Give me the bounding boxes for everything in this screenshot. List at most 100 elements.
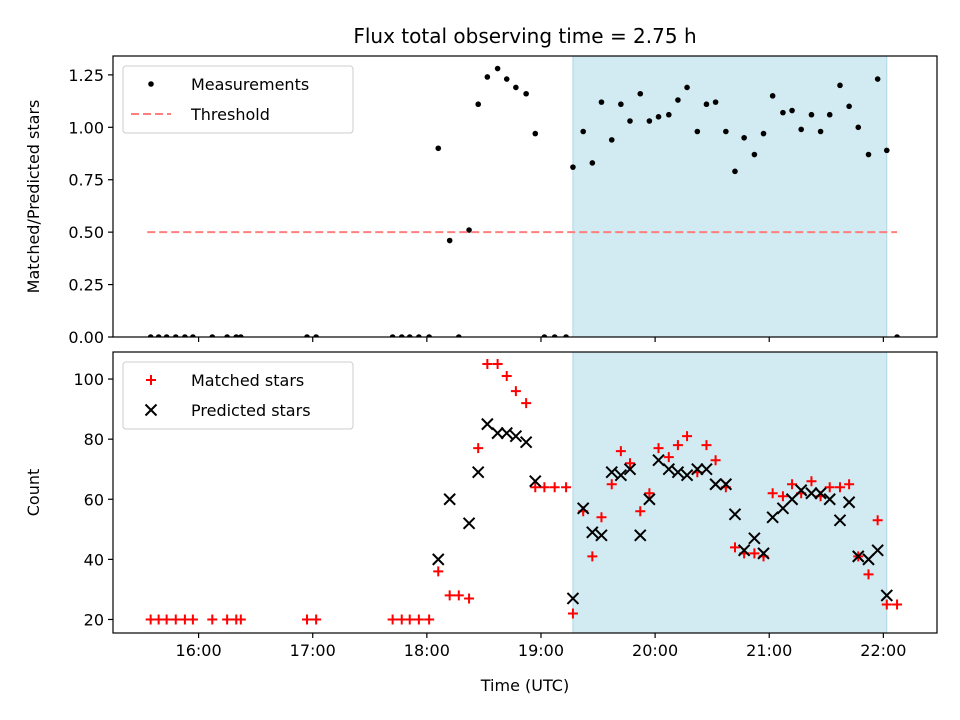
y-tick-label: 1.00: [68, 118, 104, 137]
data-point: [728, 508, 742, 521]
data-point: [723, 128, 729, 135]
data-point: [170, 614, 181, 625]
data-point: [834, 482, 845, 493]
data-point: [643, 493, 656, 506]
data-point: [529, 475, 542, 488]
data-point: [710, 455, 721, 466]
data-point: [539, 482, 550, 493]
data-point: [576, 502, 590, 515]
data-point: [646, 118, 653, 124]
data-point: [618, 101, 624, 108]
x-tick-label: 18:00: [404, 641, 450, 660]
data-point: [209, 334, 216, 337]
data-point: [635, 506, 646, 517]
data-point: [662, 463, 676, 476]
data-point: [406, 334, 413, 337]
data-point: [844, 479, 855, 490]
data-point: [501, 371, 512, 382]
data-point: [680, 469, 694, 482]
data-point: [433, 566, 444, 577]
data-point: [653, 443, 664, 454]
data-point: [563, 334, 569, 337]
data-point: [435, 145, 442, 152]
data-point: [456, 334, 462, 337]
data-point: [846, 103, 852, 110]
legend-label: Threshold: [190, 105, 270, 124]
data-point: [311, 614, 322, 625]
x-tick-label: 21:00: [746, 641, 792, 660]
data-point: [472, 466, 485, 479]
legend-label: Measurements: [191, 75, 309, 94]
y-tick-label: 0.50: [68, 223, 104, 242]
data-point: [671, 466, 685, 479]
data-point: [787, 479, 798, 490]
data-point: [190, 334, 196, 337]
observing-span: [572, 55, 888, 338]
data-point: [652, 453, 665, 467]
data-point: [749, 548, 760, 559]
data-point: [808, 111, 815, 118]
data-point: [826, 111, 833, 118]
data-point: [798, 126, 804, 133]
data-point: [865, 151, 872, 158]
data-point: [235, 614, 246, 625]
data-point: [701, 440, 712, 451]
data-point: [769, 93, 776, 99]
data-point: [684, 84, 690, 91]
data-point: [627, 118, 633, 124]
plot-area: [145, 359, 903, 625]
plot-area: [147, 65, 900, 337]
data-point: [475, 101, 482, 108]
data-point: [424, 614, 435, 625]
data-point: [532, 130, 539, 137]
data-point: [655, 114, 662, 120]
data-point: [703, 101, 710, 108]
data-point: [503, 76, 510, 82]
data-point: [147, 334, 154, 337]
data-point: [464, 593, 475, 604]
data-point: [663, 452, 674, 463]
count-panel: 20 40 60 80 100 16:00 17:00 18:00 19:00 20:00 21:0…: [24, 351, 938, 660]
data-point: [473, 443, 484, 454]
observing-span: [572, 351, 888, 634]
data-point: [709, 478, 722, 491]
data-point: [644, 488, 655, 499]
data-point: [163, 334, 170, 337]
data-point: [446, 237, 453, 244]
y-axis-label: Count: [24, 469, 43, 517]
data-point: [719, 478, 733, 491]
data-point: [883, 147, 890, 154]
series-predicted-stars: [432, 417, 893, 605]
data-point: [567, 608, 578, 619]
data-point: [509, 429, 523, 443]
data-point: [672, 440, 683, 451]
y-tick-label: 0.25: [68, 276, 104, 295]
data-point: [443, 493, 456, 506]
data-point: [623, 463, 637, 476]
data-point: [587, 551, 598, 562]
data-point: [484, 74, 491, 80]
data-point: [780, 109, 786, 116]
data-point: [182, 334, 188, 337]
y-tick-label: 100: [73, 370, 104, 389]
data-point: [682, 431, 693, 442]
data-point: [233, 334, 240, 337]
data-point: [530, 482, 541, 493]
data-point: [694, 128, 701, 135]
data-point: [444, 590, 455, 601]
y-tick-label: 80: [84, 430, 104, 449]
data-point: [751, 151, 758, 158]
data-point: [880, 589, 893, 602]
chart-title: Flux total observing time = 2.75 h: [353, 24, 696, 48]
data-point: [492, 359, 503, 370]
data-point: [416, 334, 422, 337]
data-point: [566, 592, 580, 605]
data-point: [837, 82, 843, 89]
data-point: [155, 334, 162, 337]
data-point: [817, 128, 824, 135]
data-point: [500, 426, 513, 440]
y-tick-label: 1.25: [68, 66, 104, 85]
data-point: [513, 84, 519, 91]
x-tick-label: 17:00: [290, 641, 336, 660]
data-point: [691, 463, 704, 476]
